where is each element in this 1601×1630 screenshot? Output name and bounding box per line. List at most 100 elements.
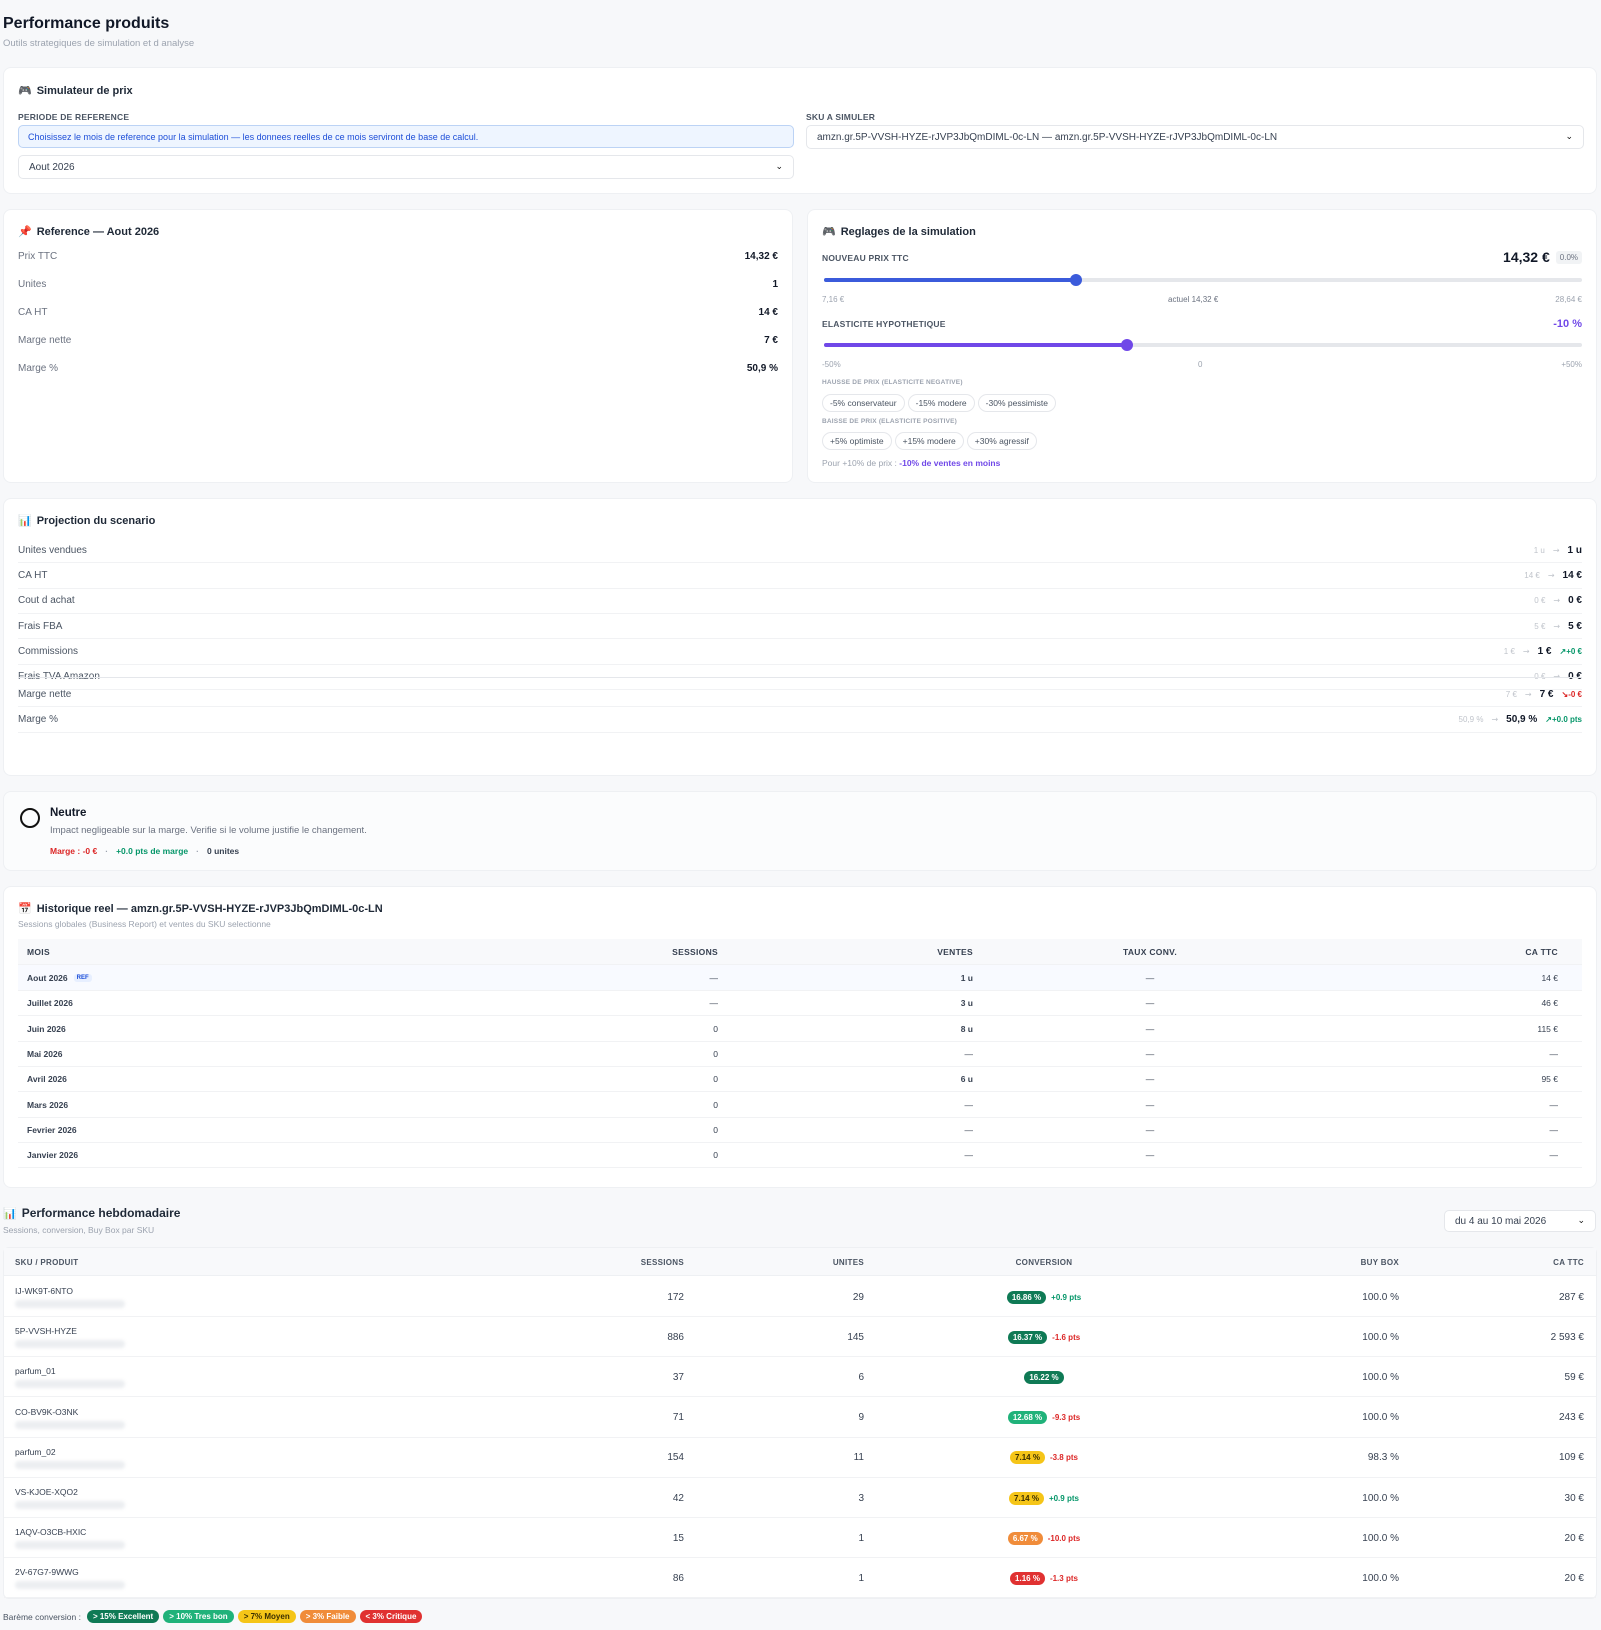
- hausse-chip[interactable]: -5% conservateur: [822, 394, 905, 412]
- product-name-blurred: [15, 1420, 125, 1429]
- weekly-row[interactable]: 1AQV-O3CB-HXIC 15 1 100.0 % 20 € 6.67 % -10.0 …: [4, 1518, 1596, 1559]
- buybox-cell: 100.0 %: [1362, 1492, 1399, 1504]
- baisse-chips: +5% optimiste +15% modere +30% agressif: [822, 432, 1040, 450]
- taux-cell: —: [1145, 1023, 1155, 1034]
- history-subtitle: Sessions globales (Business Report) et v…: [18, 919, 271, 929]
- baisse-chip[interactable]: +15% modere: [894, 432, 964, 450]
- conversion-cell: 1.16 % -1.3 pts: [944, 1558, 1144, 1598]
- weekly-row[interactable]: IJ-WK9T-6NTO 172 29 100.0 % 287 € 16.86 % +0.9…: [4, 1277, 1596, 1317]
- weekly-row[interactable]: CO-BV9K-O3NK 71 9 100.0 % 243 € 12.68 % -9.3 p…: [4, 1398, 1596, 1438]
- elasticity-slider-fill: [824, 343, 1128, 347]
- elasticity-min: -50%: [822, 360, 841, 369]
- ventes-cell: 6 u: [960, 1074, 973, 1085]
- weekly-row[interactable]: VS-KJOE-XQO2 42 3 100.0 % 30 € 7.14 % +0.9 pts: [4, 1478, 1596, 1518]
- conversion-badge: 16.37 %: [1007, 1330, 1048, 1344]
- sku-label: CO-BV9K-O3NK: [15, 1406, 79, 1417]
- conversion-cell: 7.14 % -3.8 pts: [944, 1438, 1144, 1478]
- chevron-down-icon: ⌄: [1577, 1216, 1585, 1226]
- elasticity-slider-thumb[interactable]: [1121, 339, 1134, 351]
- month-cell: Janvier 2026: [27, 1142, 78, 1168]
- verdict-pts: +0.0 pts de marge: [116, 846, 189, 856]
- weekly-row[interactable]: parfum_02 154 11 98.3 % 109 € 7.14 % -3.8 pts: [4, 1438, 1596, 1478]
- reference-value: 14 €: [758, 307, 778, 318]
- hausse-chips: -5% conservateur -15% modere -30% pessimis…: [822, 394, 1059, 412]
- verdict-title: Neutre: [50, 807, 87, 819]
- weekly-row[interactable]: 5P-VVSH-HYZE 886 145 100.0 % 2 593 € 16.37 % -…: [4, 1317, 1596, 1358]
- arrow-right-icon: →: [1553, 621, 1561, 631]
- hausse-chip[interactable]: -30% pessimiste: [977, 394, 1057, 412]
- sku-cell: parfum_01: [15, 1357, 125, 1397]
- week-select[interactable]: du 4 au 10 mai 2026 ⌄: [1444, 1210, 1596, 1232]
- projection-values: 50,9 % → 50,9 % ↗+0.0 pts: [1459, 714, 1582, 725]
- neutral-circle-icon: [20, 808, 40, 828]
- hausse-chip[interactable]: -15% modere: [907, 394, 975, 412]
- sku-label: 2V-67G7-9WWG: [15, 1567, 79, 1578]
- period-select[interactable]: Aout 2026 ⌄: [18, 155, 794, 179]
- projection-label: Marge nette: [18, 688, 72, 700]
- price-slider[interactable]: [824, 274, 1582, 286]
- month-label: Aout 2026: [27, 973, 68, 983]
- price-slider-thumb[interactable]: [1070, 274, 1083, 286]
- reference-label: Marge nette: [18, 335, 72, 346]
- price-slider-fill: [824, 278, 1077, 282]
- sku-label: SKU A SIMULER: [806, 112, 876, 122]
- conversion-delta: -1.3 pts: [1049, 1573, 1078, 1583]
- sku-cell: IJ-WK9T-6NTO: [15, 1277, 125, 1317]
- ventes-cell: —: [964, 1099, 974, 1110]
- conversion-badge: 12.68 %: [1007, 1411, 1048, 1425]
- old-value: 1 €: [1503, 647, 1515, 656]
- baisse-chip[interactable]: +30% agressif: [966, 432, 1037, 450]
- ventes-cell: 3 u: [960, 998, 973, 1009]
- history-row: Mars 2026 0 — — —: [18, 1092, 1582, 1118]
- baisse-label: BAISSE DE PRIX (ELASTICITE POSITIVE): [822, 418, 958, 425]
- ca-cell: 95 €: [1541, 1074, 1558, 1085]
- ventes-cell: —: [964, 1048, 974, 1059]
- projection-values: 14 € → 14 €: [1524, 570, 1582, 581]
- sku-cell: 2V-67G7-9WWG: [15, 1558, 125, 1598]
- verdict-card: Neutre Impact negligeable sur la marge. …: [3, 791, 1597, 871]
- projection-row: Unites vendues 1 u → 1 u: [18, 538, 1582, 564]
- margin-row: Marge nette 7 € → 7 € ↘-0 €: [18, 682, 1582, 707]
- weekly-row[interactable]: parfum_01 37 6 100.0 % 59 € 16.22 %: [4, 1357, 1596, 1398]
- conversion-badge: 1.16 %: [1010, 1571, 1045, 1585]
- conversion-cell: 16.86 % +0.9 pts: [944, 1277, 1144, 1317]
- projection-label: Cout d achat: [18, 595, 75, 607]
- taux-cell: —: [1145, 1150, 1155, 1161]
- legend-pill: > 10% Tres bon: [163, 1610, 234, 1623]
- conversion-badge: 7.14 %: [1009, 1491, 1044, 1505]
- old-value: 1 u: [1533, 545, 1545, 555]
- projection-label: Commissions: [18, 646, 79, 657]
- settings-title: 🎮 Reglages de la simulation: [822, 225, 976, 238]
- reference-value: 14,32 €: [744, 251, 778, 262]
- sku-label: 1AQV-O3CB-HXIC: [15, 1527, 87, 1538]
- weekly-row[interactable]: 2V-67G7-9WWG 86 1 100.0 % 20 € 1.16 % -1.3 pts: [4, 1558, 1596, 1599]
- sessions-cell: 86: [672, 1572, 684, 1584]
- elasticity-slider[interactable]: [824, 339, 1582, 351]
- units-cell: 145: [847, 1331, 864, 1343]
- legend-label: Barème conversion :: [3, 1611, 81, 1622]
- sku-select[interactable]: amzn.gr.5P-VVSH-HYZE-rJVP3JbQmDIML-0c-LN…: [806, 125, 1584, 149]
- simulator-card: 🎮 Simulateur de prix PERIODE DE REFERENC…: [3, 67, 1597, 194]
- arrow-right-icon: →: [1522, 647, 1530, 656]
- reference-row: Unites 1: [18, 279, 778, 290]
- page-title: Performance produits: [3, 15, 170, 32]
- reference-card: 📌 Reference — Aout 2026 Prix TTC 14,32 € U…: [3, 209, 793, 483]
- new-value: 7 €: [1539, 688, 1554, 700]
- product-name-blurred: [15, 1581, 125, 1590]
- sku-cell: 5P-VVSH-HYZE: [15, 1317, 125, 1357]
- taux-cell: —: [1145, 1074, 1155, 1085]
- projection-label: Marge %: [18, 714, 59, 725]
- baisse-chip[interactable]: +5% optimiste: [822, 432, 892, 450]
- history-row: Avril 2026 0 6 u — 95 €: [18, 1066, 1582, 1093]
- price-min: 7,16 €: [822, 295, 845, 304]
- elasticity-max: +50%: [1561, 360, 1582, 369]
- reference-value: 50,9 %: [746, 363, 778, 374]
- sessions-cell: 0: [713, 1048, 718, 1059]
- buybox-cell: 100.0 %: [1362, 1572, 1399, 1584]
- hausse-label: HAUSSE DE PRIX (ELASTICITE NEGATIVE): [822, 379, 963, 386]
- ca-cell: 2 593 €: [1550, 1331, 1584, 1343]
- arrow-right-icon: →: [1553, 596, 1561, 606]
- gamepad-icon: 🎮: [822, 225, 836, 238]
- col-mois: MOIS: [27, 947, 50, 957]
- sessions-cell: 0: [713, 1074, 718, 1085]
